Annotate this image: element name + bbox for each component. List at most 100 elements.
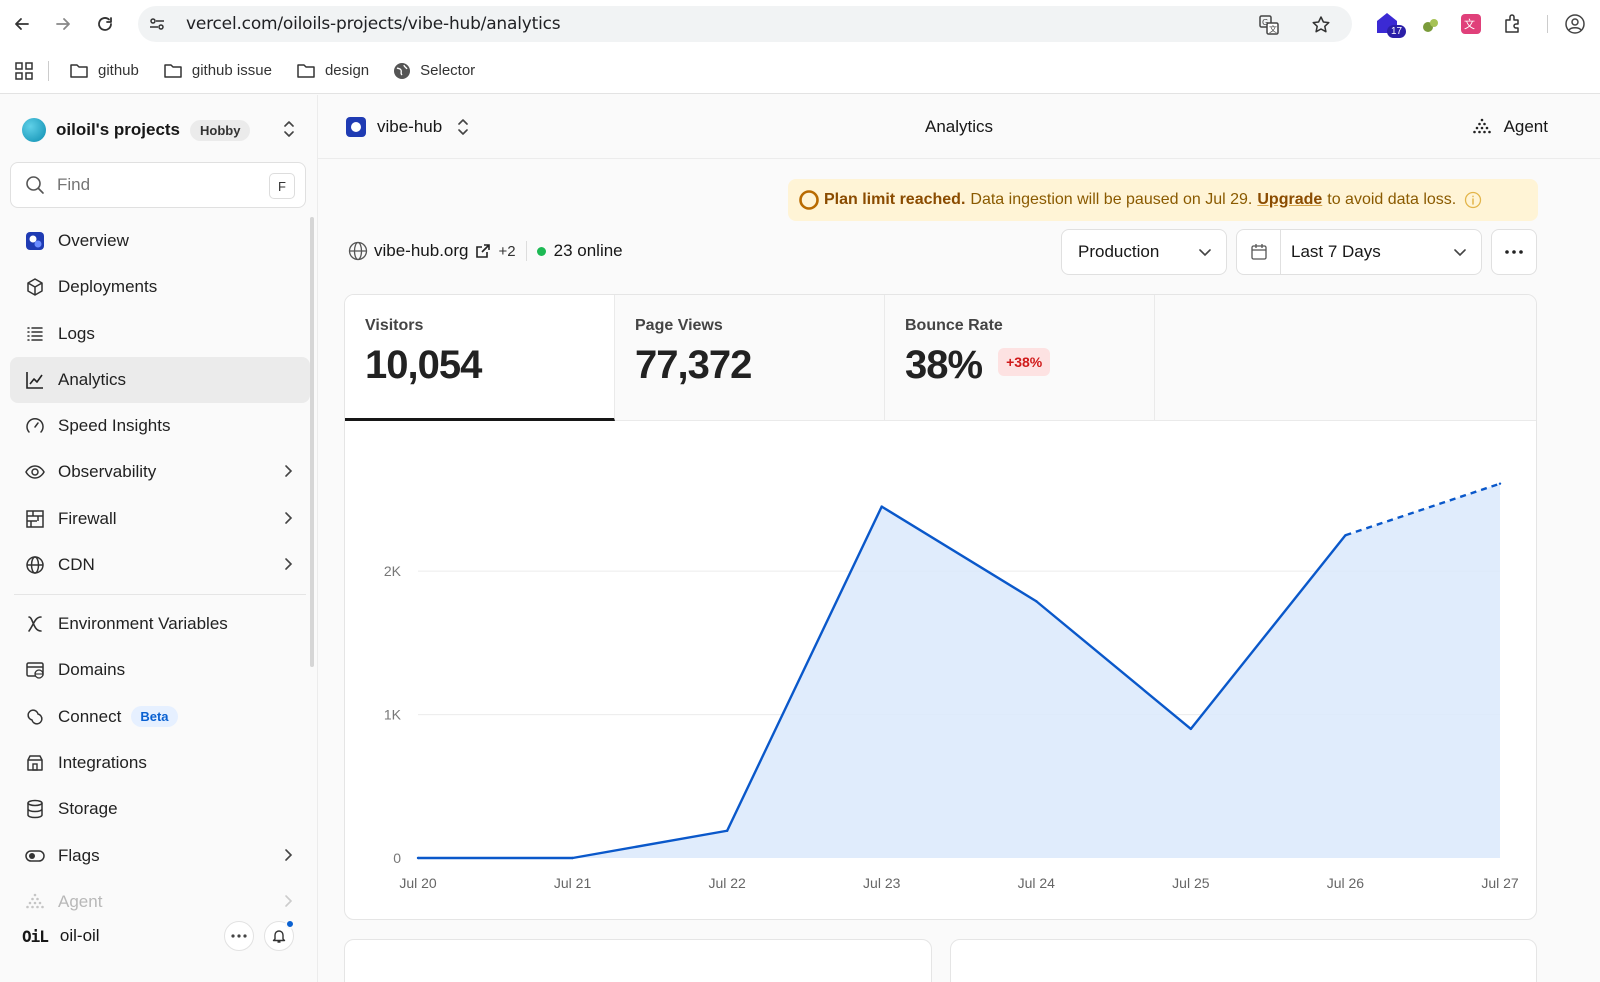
agent-icon <box>24 891 46 913</box>
chevron-up-down-icon[interactable] <box>282 119 296 139</box>
extra-domains-count[interactable]: +2 <box>498 242 516 260</box>
bookmark-github-issue[interactable]: github issue <box>163 62 272 80</box>
browser-toolbar: vercel.com/oiloils-projects/vibe-hub/ana… <box>0 0 1600 48</box>
chevron-right-icon <box>285 558 293 570</box>
forward-button[interactable] <box>47 8 79 40</box>
bottom-card-left <box>344 939 932 982</box>
sidebar-item-speed-insights[interactable]: Speed Insights <box>10 403 310 449</box>
sidebar-item-observability[interactable]: Observability <box>10 449 310 495</box>
sidebar-scrollbar[interactable] <box>310 217 314 667</box>
extension-translate-pink-icon[interactable]: 文 <box>1460 13 1482 35</box>
sidebar-item-firewall[interactable]: Firewall <box>10 496 310 542</box>
bookmarks-divider <box>48 60 49 81</box>
bookmark-label: github <box>98 62 139 79</box>
extension-puzzle-green-icon[interactable] <box>1420 14 1442 36</box>
profile-icon[interactable] <box>1564 13 1586 35</box>
environment-select[interactable]: Production <box>1061 229 1227 275</box>
sidebar-item-label: Observability <box>58 462 157 482</box>
projected-line <box>1345 482 1501 537</box>
sidebar-item-flags[interactable]: Flags <box>10 833 310 879</box>
x-tick-label: Jul 23 <box>863 875 901 891</box>
data-point <box>1035 600 1038 603</box>
metrics-tabs: Visitors 10,054 Page Views 77,372 Bounce… <box>345 295 1536 421</box>
sidebar-item-label: CDN <box>58 555 95 575</box>
svg-text:文: 文 <box>1269 24 1277 34</box>
globe-icon <box>348 241 368 261</box>
data-point <box>1344 534 1347 537</box>
external-link-icon[interactable] <box>475 243 491 259</box>
project-switcher[interactable]: vibe-hub <box>346 117 470 137</box>
bookmark-star-icon[interactable] <box>1310 14 1332 36</box>
reload-button[interactable] <box>89 8 121 40</box>
sidebar-item-storage[interactable]: Storage <box>10 786 310 832</box>
bookmark-design[interactable]: design <box>296 62 369 80</box>
site-row-divider <box>525 241 527 261</box>
sidebar-item-environment-variables[interactable]: Environment Variables <box>10 601 310 647</box>
bookmark-github[interactable]: github <box>69 62 139 80</box>
notifications-button[interactable] <box>264 919 295 951</box>
notification-dot <box>285 919 295 929</box>
x-tick-label: Jul 22 <box>708 875 746 891</box>
address-bar[interactable]: vercel.com/oiloils-projects/vibe-hub/ana… <box>138 6 1352 42</box>
extension-badge: 17 <box>1387 25 1407 38</box>
bookmark-selector[interactable]: Selector <box>393 62 475 80</box>
bottom-card-right <box>950 939 1537 982</box>
chevron-up-down-icon <box>458 119 469 135</box>
sidebar-item-logs[interactable]: Logs <box>10 311 310 357</box>
chevron-down-icon <box>1454 249 1466 257</box>
sidebar-item-domains[interactable]: Domains <box>10 647 310 693</box>
sidebar-item-agent[interactable]: Agent <box>10 879 310 925</box>
metric-tab-visitors[interactable]: Visitors 10,054 <box>345 295 615 421</box>
sidebar-item-label: Storage <box>58 799 118 819</box>
arrow-right-icon <box>56 18 70 30</box>
data-point <box>416 856 420 860</box>
user-menu-button[interactable] <box>224 921 254 951</box>
metric-tab-page-views[interactable]: Page Views 77,372 <box>615 295 885 421</box>
banner-text: Data ingestion will be paused on Jul 29. <box>970 191 1253 208</box>
sidebar-divider <box>14 594 306 596</box>
toolbar-divider <box>1547 15 1548 33</box>
site-settings-icon[interactable] <box>148 15 166 33</box>
sidebar-item-analytics[interactable]: Analytics <box>10 356 310 403</box>
user-name[interactable]: oil-oil <box>59 926 100 945</box>
page-title: Analytics <box>924 117 994 136</box>
user-row: OiL oil-oil <box>22 919 302 951</box>
project-logo <box>346 117 366 137</box>
translate-icon[interactable]: G文 <box>1258 14 1280 36</box>
sidebar-item-label: Environment Variables <box>58 614 228 634</box>
apps-grid-icon[interactable] <box>14 61 34 81</box>
x-tick-label: Jul 27 <box>1481 875 1519 891</box>
date-range-select[interactable]: Last 7 Days <box>1236 229 1482 275</box>
sidebar-item-overview[interactable]: Overview <box>10 218 310 264</box>
team-switcher[interactable]: oiloil's projects Hobby <box>22 117 251 143</box>
site-domain-link[interactable]: vibe-hub.org <box>374 241 469 260</box>
sidebar-item-label: Integrations <box>58 752 147 772</box>
search-icon <box>26 176 44 194</box>
analytics-card: Visitors 10,054 Page Views 77,372 Bounce… <box>344 294 1537 920</box>
calendar-icon <box>1250 244 1267 260</box>
find-input[interactable] <box>57 175 257 195</box>
extension-purple-icon[interactable]: 17 <box>1374 10 1407 40</box>
sidebar-item-connect[interactable]: Connect Beta <box>10 694 310 740</box>
find-box[interactable]: F <box>10 162 306 208</box>
eye-icon <box>24 461 46 483</box>
agent-button[interactable]: Agent <box>1472 117 1548 137</box>
sidebar-item-deployments[interactable]: Deployments <box>10 264 310 310</box>
metric-value-row: 38% +38% <box>905 343 1134 388</box>
sidebar-item-label: Flags <box>58 845 100 865</box>
back-button[interactable] <box>6 8 38 40</box>
sidebar-item-label: Domains <box>58 660 126 680</box>
metric-tab-bounce-rate[interactable]: Bounce Rate 38% +38% <box>885 295 1155 421</box>
upgrade-link[interactable]: Upgrade <box>1257 191 1323 208</box>
sidebar-item-cdn[interactable]: CDN <box>10 542 310 588</box>
x-tick-label: Jul 26 <box>1327 875 1365 891</box>
url-text[interactable]: vercel.com/oiloils-projects/vibe-hub/ana… <box>186 14 561 34</box>
extensions-puzzle-icon[interactable] <box>1502 13 1524 35</box>
sidebar-item-integrations[interactable]: Integrations <box>10 740 310 786</box>
info-icon[interactable] <box>1464 191 1482 209</box>
metric-value: 10,054 <box>365 343 482 387</box>
main-content: vibe-hub Analytics Agent Plan limit reac… <box>318 95 1600 982</box>
data-point <box>1189 727 1193 731</box>
variable-icon <box>24 613 46 635</box>
more-options-button[interactable] <box>1491 229 1537 275</box>
